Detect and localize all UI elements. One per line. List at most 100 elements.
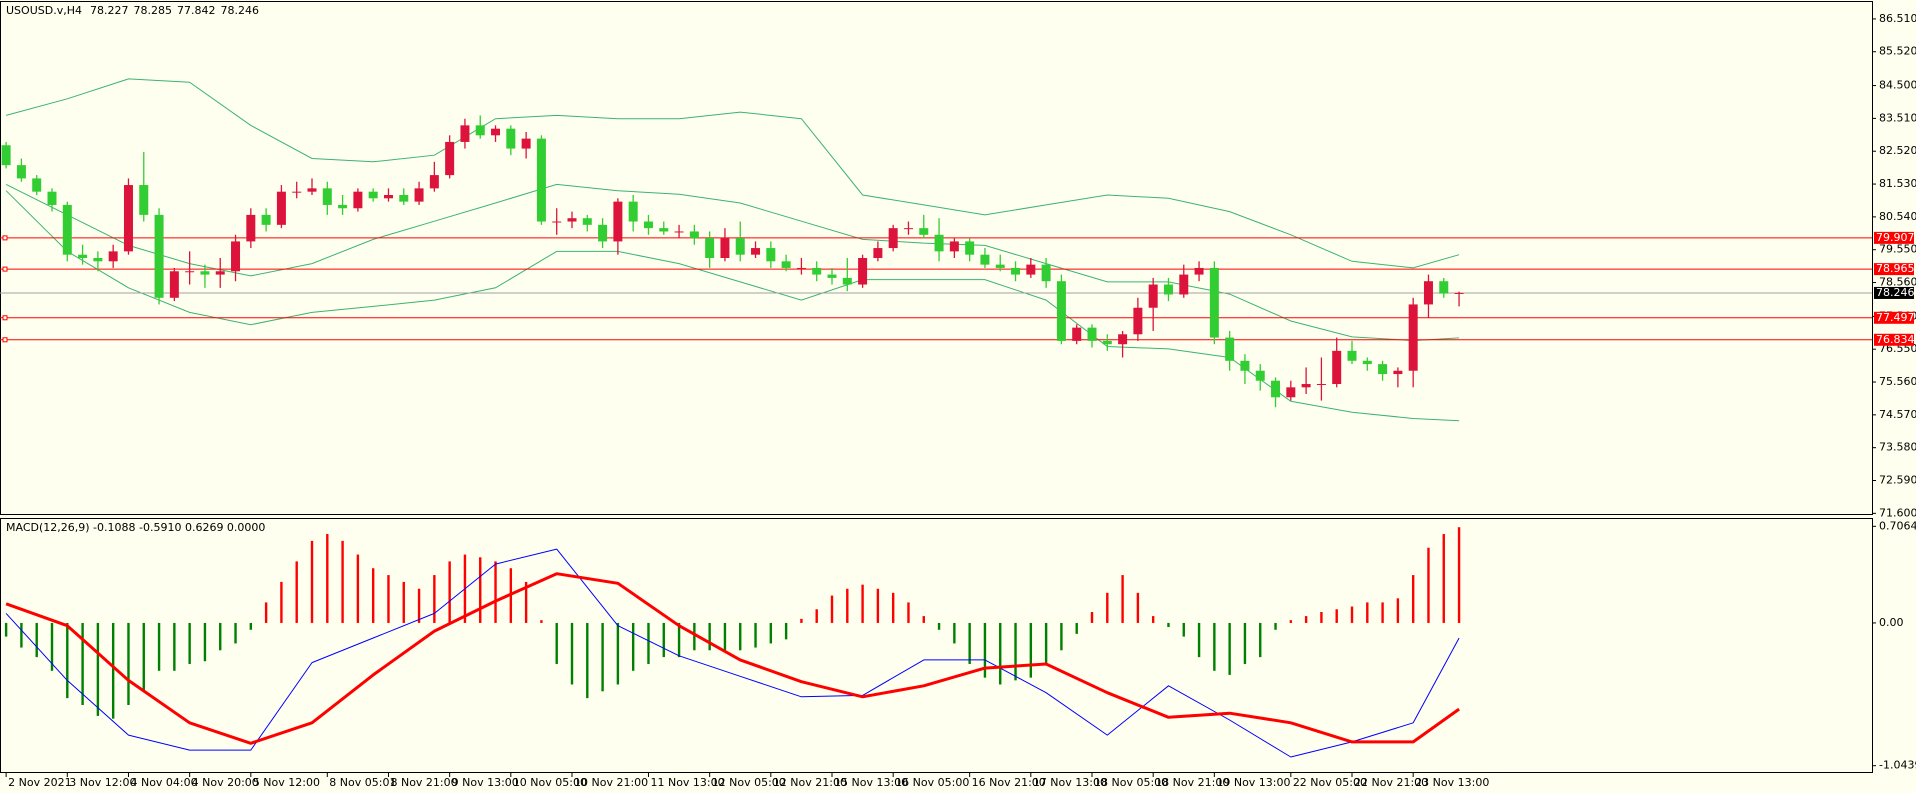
ohlc-high: 78.285 (133, 4, 172, 17)
histogram-bar (1044, 622, 1048, 664)
candle-body (751, 248, 761, 255)
candle-body (231, 241, 241, 272)
ohlc-open: 78.227 (90, 4, 129, 17)
candle-body (735, 238, 745, 255)
level-label: 77.497 (1876, 311, 1915, 324)
x-tick-label: 18 Nov 21:00 (1155, 776, 1229, 789)
chart-title: USOUSD.v,H4 78.227 78.285 77.842 78.246 (6, 4, 259, 17)
histogram-bar (1243, 622, 1247, 664)
x-tick-label: 22 Nov 05:00 (1293, 776, 1367, 789)
candle-body (781, 261, 791, 268)
histogram-bar (264, 602, 268, 623)
histogram-bar (876, 588, 880, 623)
candle-body (429, 175, 439, 189)
histogram-bar (586, 622, 589, 699)
candle-body (154, 214, 164, 298)
histogram-bar (1182, 622, 1185, 637)
candle-body (1347, 350, 1357, 361)
histogram-bar (50, 622, 54, 671)
histogram-bar (157, 622, 161, 671)
histogram-bar (937, 622, 941, 630)
histogram-bar (310, 540, 314, 623)
y-tick-label: 85.520 (1879, 45, 1916, 58)
histogram-bar (433, 575, 436, 623)
histogram-bar (1335, 609, 1338, 623)
histogram-bar (540, 620, 543, 623)
histogram-bar (601, 622, 604, 692)
candle-body (475, 125, 485, 136)
candle-body (32, 178, 42, 192)
histogram-bar (249, 622, 253, 630)
histogram-bar (173, 622, 176, 671)
candle-body (460, 125, 470, 142)
candle-body (78, 254, 88, 258)
x-tick-label: 19 Nov 13:00 (1216, 776, 1290, 789)
candle-body (659, 228, 669, 232)
candle-body (980, 254, 990, 265)
x-tick-label: 16 Nov 05:00 (895, 776, 969, 789)
candle-body (705, 238, 715, 258)
histogram-bar (341, 540, 344, 623)
candle-body (827, 274, 837, 278)
y-tick-label: 83.510 (1879, 111, 1916, 124)
candle-body (307, 188, 317, 192)
x-tick-label: 12 Nov 21:00 (773, 776, 847, 789)
histogram-bar (922, 616, 925, 623)
y-tick-label: 80.540 (1879, 210, 1916, 223)
candle-body (169, 271, 179, 298)
x-tick-label: 11 Nov 13:00 (650, 776, 724, 789)
histogram-bar (1075, 622, 1078, 634)
x-tick-label: 5 Nov 12:00 (253, 776, 320, 789)
x-tick-label: 8 Nov 05:01 (329, 776, 396, 789)
candle-body (292, 191, 302, 193)
histogram-bar (1427, 547, 1430, 623)
candle-body (903, 228, 913, 230)
x-tick-label: 9 Nov 13:00 (452, 776, 519, 789)
candle-body (1041, 264, 1051, 282)
histogram-bar (800, 618, 803, 623)
candle-body (1056, 281, 1066, 341)
histogram-bar (739, 622, 742, 651)
candle-body (1118, 334, 1128, 345)
level-label-bg (1874, 231, 1914, 244)
histogram-bar (448, 561, 451, 623)
y-tick-label: 86.510 (1879, 12, 1916, 25)
histogram-bar (754, 622, 757, 648)
y-tick-label: 82.520 (1879, 144, 1916, 157)
candle-body (674, 231, 684, 233)
candle-body (1439, 281, 1449, 294)
histogram-bar (203, 622, 207, 662)
candle-body (1072, 327, 1082, 341)
histogram-bar (479, 557, 482, 623)
candle-body (567, 218, 577, 222)
candle-body (934, 234, 944, 252)
histogram-bar (66, 622, 69, 699)
histogram-bar (1213, 622, 1216, 671)
candle-body (888, 228, 898, 249)
candle-body (858, 258, 868, 285)
histogram-bar (96, 622, 100, 716)
candle-body (338, 204, 348, 209)
x-tick-label: 10 Nov 05:00 (513, 776, 587, 789)
histogram-bar (1014, 622, 1017, 681)
price-panel-frame (0, 1, 1873, 515)
histogram-bar (1228, 622, 1231, 675)
histogram-bar (677, 622, 681, 658)
candle-body (689, 231, 699, 239)
x-tick-label: 17 Nov 13:00 (1033, 776, 1107, 789)
histogram-bar (1366, 602, 1369, 623)
candle-body (521, 138, 531, 149)
histogram-bar (1381, 602, 1384, 623)
candle-body (246, 214, 256, 242)
histogram-bar (295, 561, 298, 623)
x-tick-label: 4 Nov 20:00 (192, 776, 259, 789)
y-tick-label: -1.0439 (1879, 759, 1916, 772)
candle-body (812, 267, 822, 275)
histogram-bar (1060, 622, 1063, 651)
candle-body (1286, 387, 1296, 398)
x-tick-label: 12 Nov 05:00 (712, 776, 786, 789)
histogram-bar (1350, 606, 1354, 623)
level-marker (2, 337, 8, 343)
